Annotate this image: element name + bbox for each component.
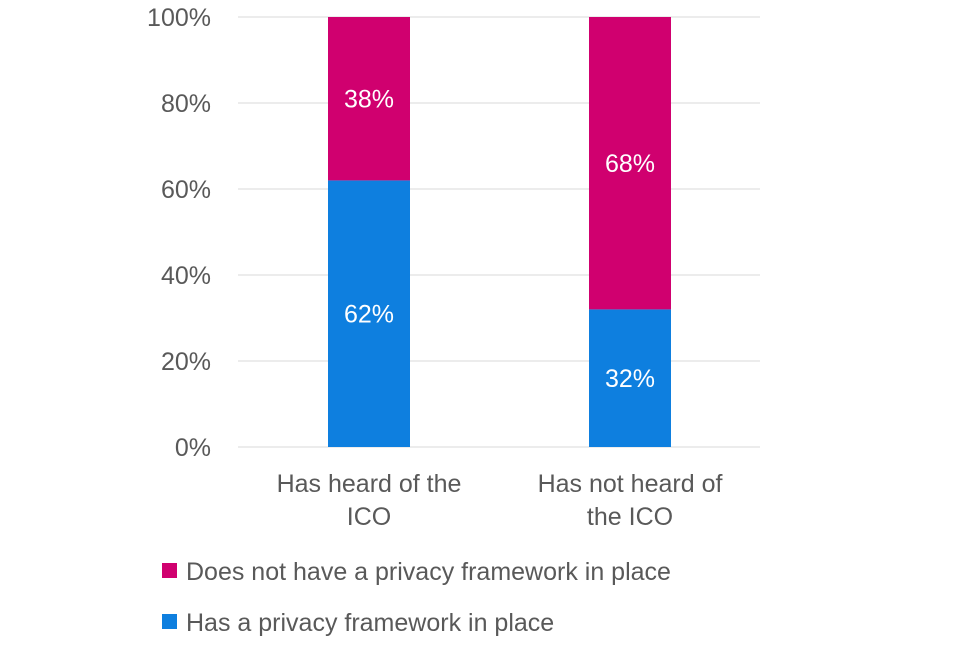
- data-label: 62%: [344, 301, 394, 329]
- y-tick-label: 80%: [161, 90, 211, 118]
- category-label: ICO: [347, 503, 391, 531]
- category-label: the ICO: [587, 503, 673, 531]
- y-tick-label: 0%: [175, 434, 211, 462]
- y-tick-label: 100%: [147, 4, 211, 32]
- legend-label: Does not have a privacy framework in pla…: [186, 558, 671, 586]
- bars: [328, 17, 671, 447]
- category-label: Has not heard of: [538, 470, 723, 498]
- data-labels: 62% 38% 32% 68%: [344, 86, 655, 394]
- y-tick-label: 20%: [161, 348, 211, 376]
- gridlines: [238, 16, 760, 448]
- data-label: 68%: [605, 150, 655, 178]
- x-axis-categories: Has heard of the ICO Has not heard of the I…: [277, 470, 723, 531]
- data-label: 32%: [605, 365, 655, 393]
- category-label: Has heard of the: [277, 470, 462, 498]
- legend: Does not have a privacy framework in pla…: [162, 558, 671, 637]
- y-tick-label: 40%: [161, 262, 211, 290]
- bar-segment: [589, 309, 671, 447]
- y-axis-ticks: 0% 20% 40% 60% 80% 100%: [147, 4, 211, 462]
- bar-segment: [589, 17, 671, 310]
- legend-swatch: [162, 563, 177, 578]
- bar-segment: [328, 180, 410, 447]
- legend-label: Has a privacy framework in place: [186, 609, 554, 637]
- legend-swatch: [162, 614, 177, 629]
- y-tick-label: 60%: [161, 176, 211, 204]
- data-label: 38%: [344, 86, 394, 114]
- bar-segment: [328, 17, 410, 181]
